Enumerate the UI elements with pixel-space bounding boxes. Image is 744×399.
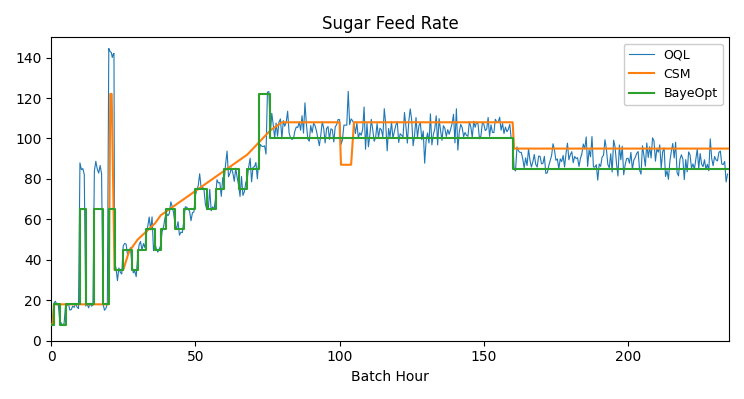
OQL [47, 322, 56, 326]
CSM [50, 302, 59, 307]
OQL [295, 120, 304, 124]
BayeOpt [725, 166, 734, 171]
CSM [652, 146, 661, 151]
CSM [725, 146, 734, 151]
X-axis label: Batch Hour: Batch Hour [351, 370, 429, 384]
CSM [278, 120, 286, 124]
OQL [321, 140, 330, 145]
Title: Sugar Feed Rate: Sugar Feed Rate [321, 15, 458, 33]
CSM [150, 221, 159, 226]
BayeOpt [81, 302, 90, 307]
CSM [47, 322, 56, 327]
BayeOpt [191, 207, 200, 211]
Line: BayeOpt: BayeOpt [51, 94, 729, 324]
BayeOpt [254, 92, 263, 97]
BayeOpt [104, 302, 113, 307]
CSM [106, 92, 115, 97]
BayeOpt [119, 247, 128, 252]
BayeOpt [47, 322, 56, 327]
OQL [52, 302, 61, 307]
BayeOpt [119, 268, 128, 273]
CSM [364, 120, 373, 124]
Line: CSM: CSM [51, 94, 729, 324]
OQL [571, 156, 580, 161]
Legend: OQL, CSM, BayeOpt: OQL, CSM, BayeOpt [623, 43, 722, 105]
CSM [231, 160, 240, 165]
OQL [299, 130, 308, 135]
Line: OQL: OQL [51, 49, 728, 326]
OQL [58, 323, 67, 328]
OQL [104, 46, 113, 51]
BayeOpt [110, 207, 119, 211]
OQL [89, 303, 97, 308]
OQL [723, 172, 732, 176]
